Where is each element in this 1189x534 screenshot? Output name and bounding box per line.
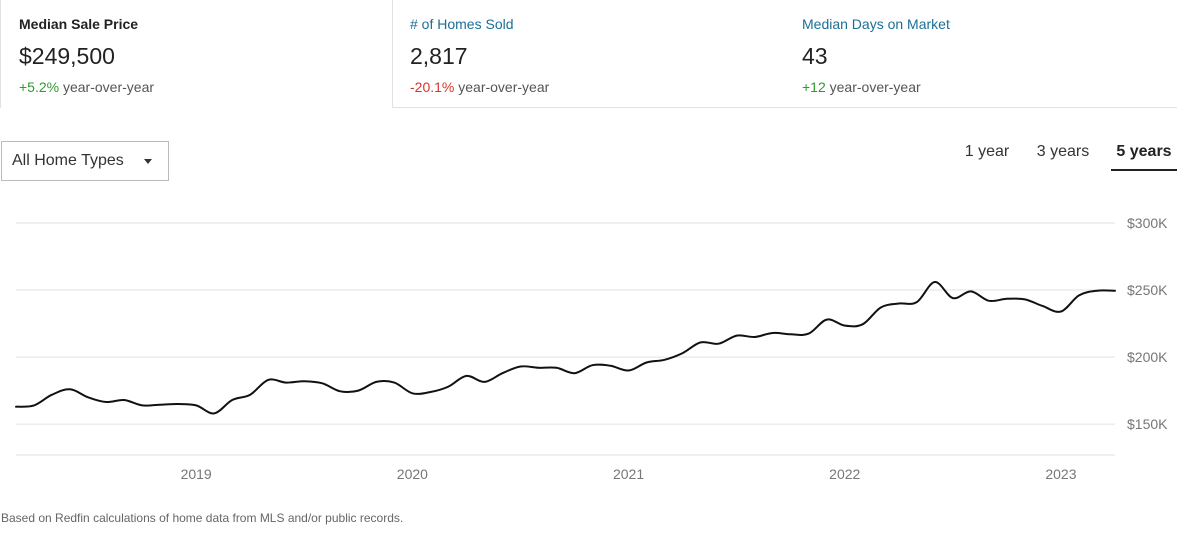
- tab-median-sale-price[interactable]: Median Sale Price $249,500 +5.2% year-ov…: [0, 0, 393, 108]
- x-tick-label: 2020: [397, 466, 428, 482]
- x-tick-label: 2022: [829, 466, 860, 482]
- x-tick-label: 2021: [613, 466, 644, 482]
- y-tick-label: $200K: [1127, 349, 1168, 365]
- change-suffix: year-over-year: [829, 79, 921, 95]
- range-3-years[interactable]: 3 years: [1036, 143, 1090, 160]
- tab-label: # of Homes Sold: [410, 16, 514, 32]
- tab-label: Median Sale Price: [19, 16, 139, 32]
- home-type-dropdown[interactable]: All Home Types: [1, 141, 169, 181]
- change-value: +12: [802, 79, 826, 95]
- y-tick-label: $250K: [1127, 282, 1168, 298]
- metric-value: 43: [802, 43, 828, 69]
- range-5-years[interactable]: 5 years: [1111, 141, 1177, 171]
- metric-value: $249,500: [19, 43, 115, 69]
- y-tick-label: $150K: [1127, 416, 1168, 432]
- series-line: [15, 281, 1116, 415]
- home-type-selected: All Home Types: [12, 152, 124, 169]
- y-tick-label: $300K: [1127, 215, 1168, 231]
- tab-label: Median Days on Market: [802, 16, 950, 32]
- x-tick-label: 2023: [1045, 466, 1076, 482]
- median-sale-price-chart: $150K $200K $250K $300K 2019 2020 2021 2022 202…: [15, 215, 1168, 482]
- change-value: +5.2%: [19, 79, 60, 95]
- change-suffix: year-over-year: [458, 79, 550, 95]
- caret-down-icon: [144, 159, 152, 164]
- tab-days-on-market[interactable]: Median Days on Market 43 +12 year-over-y…: [784, 0, 1177, 108]
- metric-change: -20.1% year-over-year: [410, 79, 768, 95]
- metric-value: 2,817: [410, 43, 468, 69]
- x-tick-label: 2019: [181, 466, 212, 482]
- change-suffix: year-over-year: [62, 79, 155, 95]
- change-value: -20.1%: [410, 79, 455, 95]
- metric-change: +5.2% year-over-year: [19, 79, 374, 95]
- range-1-year[interactable]: 1 year: [964, 143, 1010, 160]
- chart-footnote: Based on Redfin calculations of home dat…: [1, 511, 404, 525]
- metric-change: +12 year-over-year: [802, 79, 1159, 95]
- tab-homes-sold[interactable]: # of Homes Sold 2,817 -20.1% year-over-y…: [392, 0, 786, 108]
